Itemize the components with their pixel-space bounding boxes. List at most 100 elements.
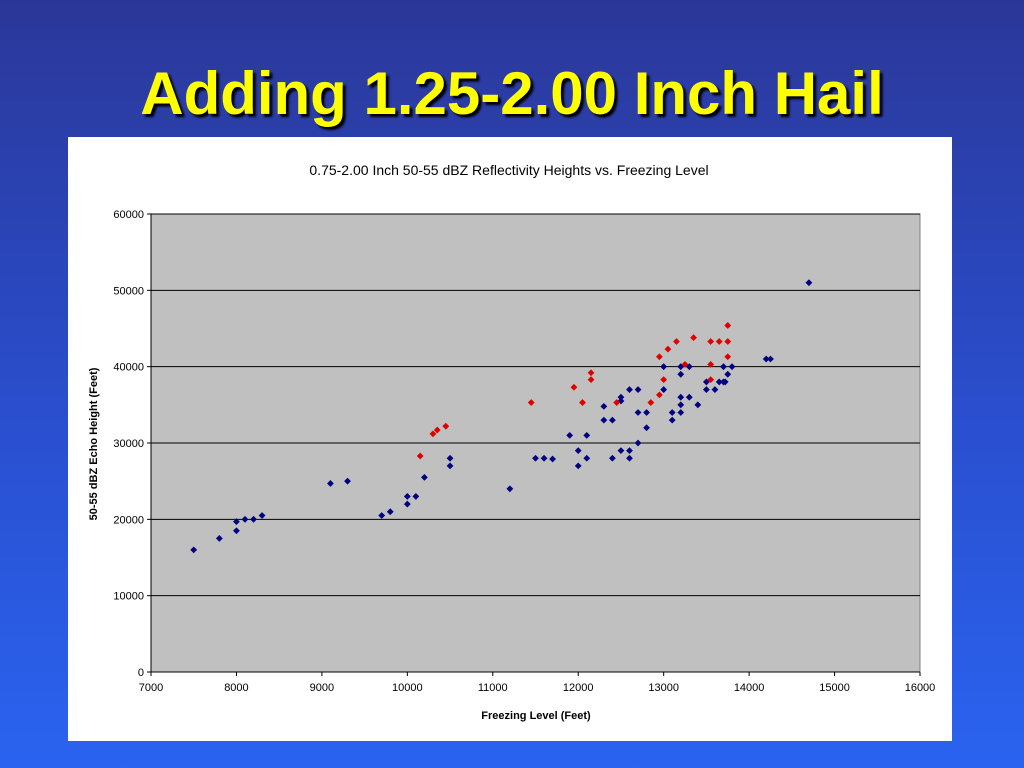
data-point-red — [715, 338, 723, 345]
data-point-blue — [668, 416, 676, 424]
data-point-blue — [805, 279, 813, 287]
data-point-red — [587, 376, 595, 384]
x-tick-label: 9000 — [310, 682, 334, 694]
data-point-blue — [668, 409, 676, 416]
data-point-blue — [721, 378, 729, 386]
data-point-red — [707, 376, 715, 384]
data-point-blue — [677, 393, 685, 401]
data-point-red — [442, 422, 450, 430]
data-point-red — [655, 353, 663, 361]
data-point-red — [433, 426, 441, 434]
data-point-blue — [720, 363, 727, 371]
data-point-red — [527, 399, 535, 406]
data-point-blue — [609, 454, 616, 462]
chart-panel: 0.75-2.00 Inch 50-55 dBZ Reflectivity He… — [68, 137, 952, 741]
data-point-blue — [660, 386, 668, 393]
chart-title: 0.75-2.00 Inch 50-55 dBZ Reflectivity He… — [309, 162, 708, 178]
data-point-blue — [643, 424, 650, 432]
data-point-blue — [506, 485, 514, 493]
data-point-blue — [600, 402, 608, 410]
y-tick-label: 60000 — [113, 209, 144, 221]
data-point-blue — [617, 393, 625, 401]
x-axis-label: Freezing Level (Feet) — [481, 710, 591, 722]
data-point-blue — [446, 462, 454, 470]
data-point-blue — [694, 401, 702, 409]
data-point-red — [579, 399, 586, 406]
data-point-blue — [190, 546, 198, 554]
data-point-red — [673, 338, 680, 345]
data-point-blue — [660, 363, 668, 371]
data-point-red — [707, 338, 715, 345]
data-point-blue — [634, 409, 642, 416]
data-point-blue — [583, 431, 591, 439]
data-point-red — [429, 430, 437, 438]
scatter-chart: 0.75-2.00 Inch 50-55 dBZ Reflectivity He… — [88, 162, 936, 722]
data-point-blue — [215, 535, 223, 542]
data-point-blue — [446, 454, 454, 462]
x-tick-label: 15000 — [819, 682, 850, 694]
data-point-blue — [566, 431, 574, 439]
x-tick-label: 7000 — [139, 682, 163, 694]
data-point-blue — [634, 439, 642, 447]
y-tick-label: 30000 — [113, 438, 144, 450]
data-point-blue — [626, 454, 633, 462]
data-point-red — [416, 452, 424, 460]
y-tick-label: 20000 — [113, 514, 144, 526]
data-point-blue — [421, 473, 428, 481]
data-point-red — [664, 345, 672, 353]
x-tick-label: 13000 — [648, 682, 679, 694]
data-point-blue — [532, 454, 539, 462]
data-point-blue — [724, 370, 732, 378]
data-point-blue — [386, 508, 394, 516]
data-point-blue — [711, 386, 719, 393]
data-point-red — [647, 399, 655, 406]
data-point-blue — [728, 363, 736, 371]
slide-title: Adding 1.25-2.00 Inch Hail — [140, 60, 884, 127]
data-point-blue — [412, 493, 420, 500]
data-point-red — [707, 360, 715, 368]
data-point-blue — [540, 454, 548, 462]
data-point-red — [724, 338, 732, 345]
data-point-blue — [634, 386, 642, 393]
data-point-blue — [241, 515, 249, 523]
data-point-blue — [327, 480, 334, 487]
y-axis-label: 50-55 dBZ Echo Height (Feet) — [88, 367, 100, 520]
data-point-blue — [549, 455, 556, 463]
data-point-red — [655, 391, 663, 399]
data-point-red — [724, 353, 732, 361]
data-point-blue — [403, 500, 411, 508]
data-point-red — [613, 399, 621, 406]
data-point-red — [660, 376, 668, 384]
data-point-blue — [233, 527, 240, 535]
data-point-blue — [767, 355, 774, 363]
data-point-blue — [609, 416, 616, 424]
data-point-red — [724, 322, 732, 329]
data-point-blue — [617, 447, 625, 455]
data-point-blue — [677, 363, 685, 371]
data-point-blue — [626, 447, 633, 455]
x-tick-label: 11000 — [478, 682, 508, 694]
data-point-blue — [583, 454, 591, 462]
data-point-blue — [762, 355, 770, 363]
data-point-blue — [702, 386, 710, 393]
data-point-blue — [643, 409, 650, 416]
data-point-blue — [685, 393, 693, 401]
data-point-red — [681, 360, 689, 368]
y-tick-label: 40000 — [113, 362, 144, 374]
x-tick-label: 16000 — [905, 682, 936, 694]
x-tick-label: 8000 — [224, 682, 248, 694]
y-tick-label: 50000 — [113, 285, 144, 297]
data-point-blue — [403, 493, 411, 500]
data-point-blue — [677, 370, 685, 378]
data-point-red — [587, 369, 595, 377]
data-point-blue — [344, 477, 351, 485]
data-point-blue — [600, 416, 608, 424]
x-tick-label: 10000 — [392, 682, 423, 694]
x-tick-label: 12000 — [563, 682, 594, 694]
data-point-blue — [626, 386, 633, 393]
data-point-blue — [233, 518, 240, 526]
y-tick-label: 0 — [138, 667, 144, 679]
data-point-red — [690, 334, 697, 342]
x-tick-label: 14000 — [734, 682, 765, 694]
data-point-blue — [677, 401, 685, 409]
